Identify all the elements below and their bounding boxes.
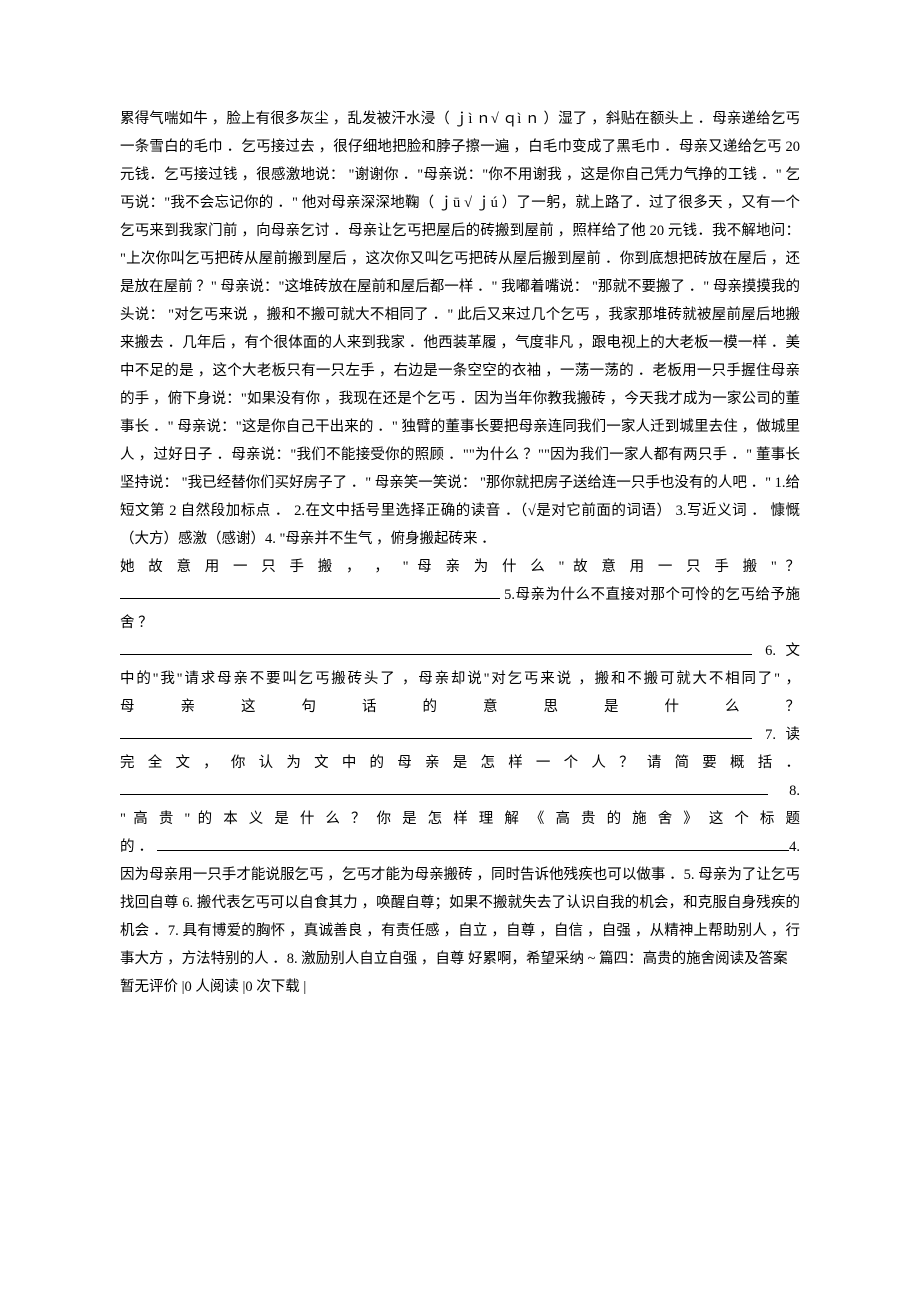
main-paragraph: 累得气喘如牛 ，脸上有很多灰尘 ，乱发被汗水浸（ ｊì ｎ√ ｑì ｎ ）湿了 … [120,105,800,553]
q8-prefix: 的． [120,839,157,855]
q8-blank: 的． 4. [120,833,800,861]
blank-line [120,598,500,599]
ans4-label: 4. [789,839,800,855]
q6-text: 6.文 [752,643,800,659]
answers-paragraph: 因为母亲用一只手才能说服乞丐 ，乞丐才能为母亲搬砖 ，同时告诉他残疾也可以做事 … [120,861,800,973]
q6-question: 母 亲 这 句 话 的 意 思 是 什 么 ？ [120,693,800,721]
q8-line: 8. [120,777,800,805]
blank-line [120,738,752,739]
footer-stats: 暂无评价 |0 人阅读 |0 次下载 | [120,973,800,1001]
blank-line [120,654,752,655]
blank-line [120,794,768,795]
q5-line: 5.母亲为什么不直接对那个可怜的乞丐给予施舍 ？ [120,581,800,637]
q7-question: 完 全 文 ， 你 认 为 文 中 的 母 亲 是 怎 样 一 个 人 ？ 请 … [120,749,800,777]
q8-text: 8. [768,783,800,799]
blank-line [157,850,789,851]
document-body: 累得气喘如牛 ，脸上有很多灰尘 ，乱发被汗水浸（ ｊì ｎ√ ｑì ｎ ）湿了 … [120,105,800,1001]
q6-cont: 中的"我"请求母亲不要叫乞丐搬砖头了 ，母亲却说"对乞丐来说 ，搬和不搬可就大不… [120,665,800,693]
q4-line: 她 故 意 用 一 只 手 搬 ， ， " 母 亲 为 什 么 " 故 意 用 … [120,553,800,581]
q7-line: 7.读 [120,721,800,749]
q8-question: " 高 贵 " 的 本 义 是 什 么 ？ 你 是 怎 样 理 解 《 高 贵 … [120,805,800,833]
q6-line: 6.文 [120,637,800,665]
q5-text: 5.母亲为什么不直接对那个可怜的乞丐给予施舍 ？ [120,587,800,631]
q7-text: 7.读 [752,727,800,743]
